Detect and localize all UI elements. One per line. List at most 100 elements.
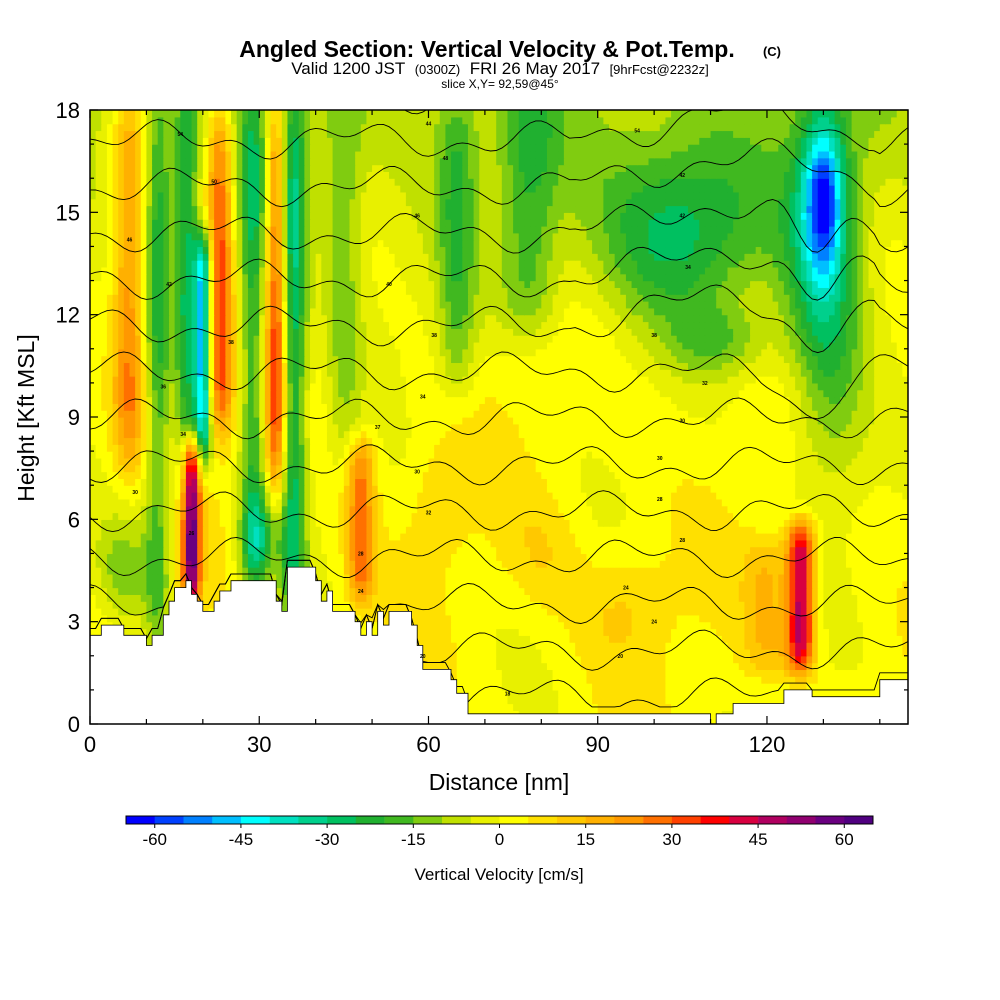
field-cell (845, 546, 853, 555)
field-cell (366, 573, 373, 582)
field-cell (879, 553, 887, 561)
field-cell (744, 546, 751, 555)
field-cell (727, 505, 734, 514)
field-cell (716, 567, 723, 575)
field-cell (467, 614, 475, 623)
field-cell (434, 573, 441, 582)
field-cell (755, 655, 762, 664)
field-cell (755, 669, 762, 677)
field-cell (699, 683, 706, 691)
field-cell (902, 662, 908, 671)
field-cell (118, 580, 125, 589)
field-cell (293, 526, 300, 534)
field-cell (733, 587, 740, 595)
field-cell (580, 635, 588, 643)
field-cell (687, 642, 695, 650)
field-cell (642, 635, 650, 643)
field-cell (467, 676, 475, 684)
field-cell (750, 573, 757, 582)
field-cell (687, 614, 695, 623)
field-cell (766, 683, 774, 691)
field-cell (90, 560, 97, 568)
field-cell (885, 498, 892, 507)
field-cell (552, 696, 559, 705)
field-cell (264, 567, 272, 575)
field-cell (456, 628, 463, 636)
field-cell (546, 676, 554, 684)
field-cell (580, 505, 588, 514)
field-cell (535, 580, 542, 589)
field-cell (772, 492, 779, 500)
field-cell (609, 526, 616, 534)
field-cell (400, 532, 407, 541)
field-cell (546, 683, 554, 691)
field-cell (862, 532, 870, 541)
field-cell (789, 621, 796, 630)
field-cell (637, 492, 644, 500)
field-cell (524, 567, 531, 575)
field-cell (586, 573, 593, 582)
field-cell (400, 594, 407, 602)
field-cell (541, 553, 548, 561)
field-cell (462, 594, 469, 602)
field-cell (152, 532, 159, 541)
field-cell (558, 532, 565, 541)
field-cell (123, 580, 131, 589)
field-cell (242, 485, 249, 493)
field-cell (552, 573, 559, 582)
field-cell (168, 580, 176, 589)
field-cell (439, 512, 447, 520)
field-cell (812, 621, 819, 630)
field-cell (388, 492, 396, 500)
field-cell (321, 587, 328, 595)
field-cell (823, 669, 830, 677)
field-cell (755, 532, 762, 541)
field-cell (541, 526, 548, 534)
field-cell (185, 492, 193, 500)
field-cell (750, 676, 757, 684)
field-cell (152, 546, 159, 555)
field-cell (772, 608, 779, 616)
field-cell (857, 594, 864, 602)
field-cell (766, 628, 774, 636)
field-cell (738, 553, 745, 561)
field-cell (372, 485, 379, 493)
field-cell (806, 594, 813, 602)
field-cell (902, 635, 908, 643)
field-cell (90, 519, 97, 527)
field-cell (891, 608, 898, 616)
field-cell (530, 689, 537, 698)
field-cell (614, 539, 621, 548)
field-cell (857, 519, 864, 527)
field-cell (372, 580, 379, 589)
field-cell (654, 696, 661, 705)
field-cell (473, 594, 480, 602)
field-cell (479, 498, 486, 507)
field-cell (845, 683, 853, 691)
field-cell (772, 601, 779, 609)
field-cell (507, 492, 514, 500)
field-cell (862, 635, 870, 643)
field-cell (620, 492, 627, 500)
field-cell (625, 635, 633, 643)
field-cell (293, 519, 300, 527)
field-cell (507, 498, 514, 507)
field-cell (174, 580, 181, 589)
field-cell (597, 642, 604, 650)
field-cell (129, 539, 136, 548)
field-cell (349, 560, 356, 568)
field-cell (377, 526, 384, 534)
field-cell (541, 642, 548, 650)
field-cell (642, 492, 650, 500)
field-cell (467, 601, 475, 609)
field-cell (434, 539, 441, 548)
field-cell (168, 560, 176, 568)
field-cell (687, 560, 695, 568)
field-cell (597, 573, 604, 582)
field-cell (513, 683, 520, 691)
field-cell (738, 512, 745, 520)
field-cell (541, 505, 548, 514)
field-cell (129, 580, 136, 589)
field-cell (479, 608, 486, 616)
field-cell (372, 505, 379, 514)
